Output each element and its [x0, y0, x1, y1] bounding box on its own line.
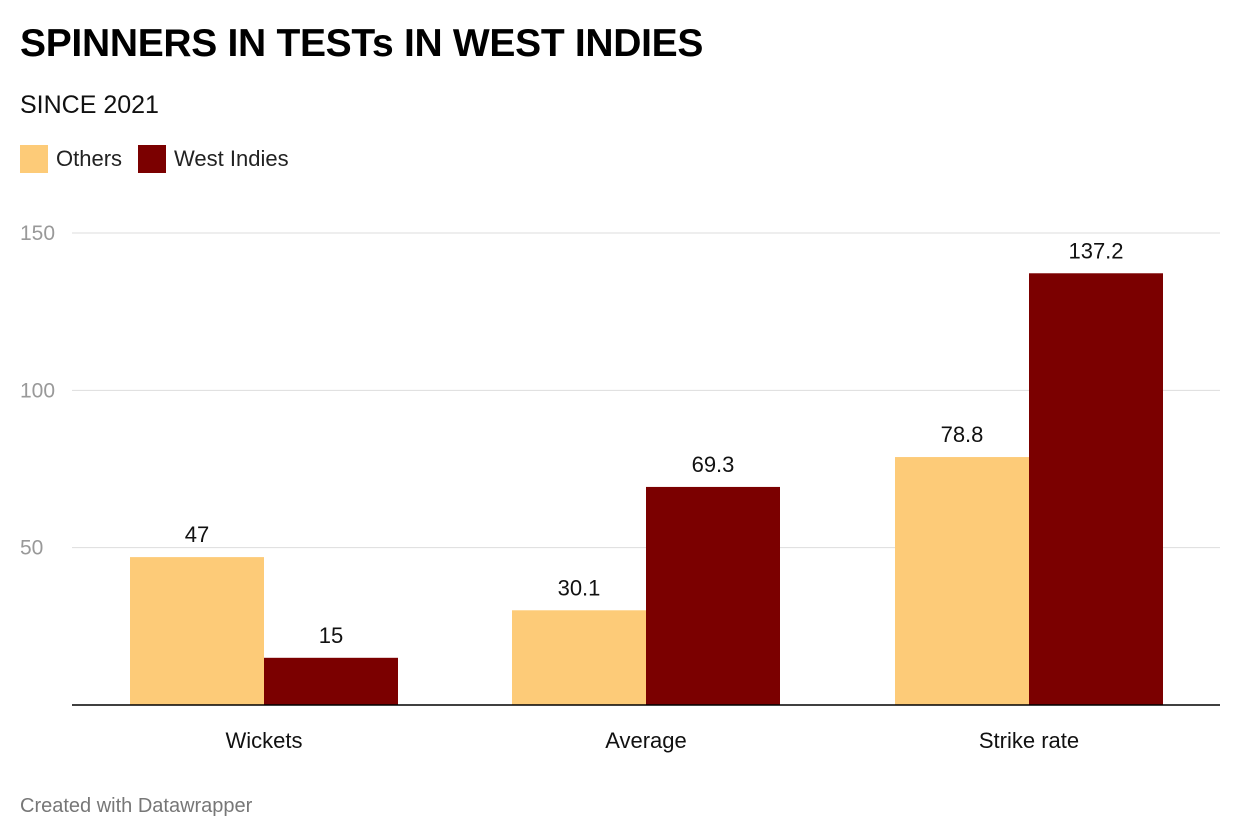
legend-item-west-indies: West Indies — [138, 145, 289, 173]
x-category-label: Wickets — [226, 728, 303, 753]
legend-swatch-others — [20, 145, 48, 173]
bar-value-label: 15 — [319, 623, 343, 648]
footer-credit: Created with Datawrapper — [20, 795, 253, 817]
x-category-label: Average — [605, 728, 687, 753]
y-tick-label: 100 — [20, 379, 55, 402]
legend-label-others: Others — [56, 146, 123, 171]
bar-value-label: 137.2 — [1068, 238, 1123, 263]
legend-swatch-west-indies — [138, 145, 167, 173]
bar-value-label: 47 — [185, 522, 209, 547]
bar-chart: 50 100 150 47 15 Wickets 30.1 69.3 Average 78.8 13… — [20, 222, 1220, 753]
chart-title: SPINNERS IN TESTs IN WEST INDIES — [20, 22, 704, 65]
bar — [1029, 273, 1163, 705]
legend: Others West Indies — [20, 145, 305, 173]
legend-label-west-indies: West Indies — [174, 146, 289, 171]
x-category-label: Strike rate — [979, 728, 1079, 753]
legend-item-others: Others — [20, 145, 122, 173]
bar — [512, 610, 646, 705]
y-tick-label: 150 — [20, 222, 55, 245]
y-tick-label: 50 — [20, 537, 43, 560]
bar — [130, 557, 264, 705]
bar — [264, 657, 398, 705]
bar-value-label: 30.1 — [558, 575, 601, 600]
bar-value-label: 69.3 — [692, 452, 735, 477]
bar-value-label: 78.8 — [941, 422, 984, 447]
bar — [895, 457, 1029, 705]
bar — [646, 486, 780, 705]
chart-subtitle: SINCE 2021 — [20, 91, 159, 119]
